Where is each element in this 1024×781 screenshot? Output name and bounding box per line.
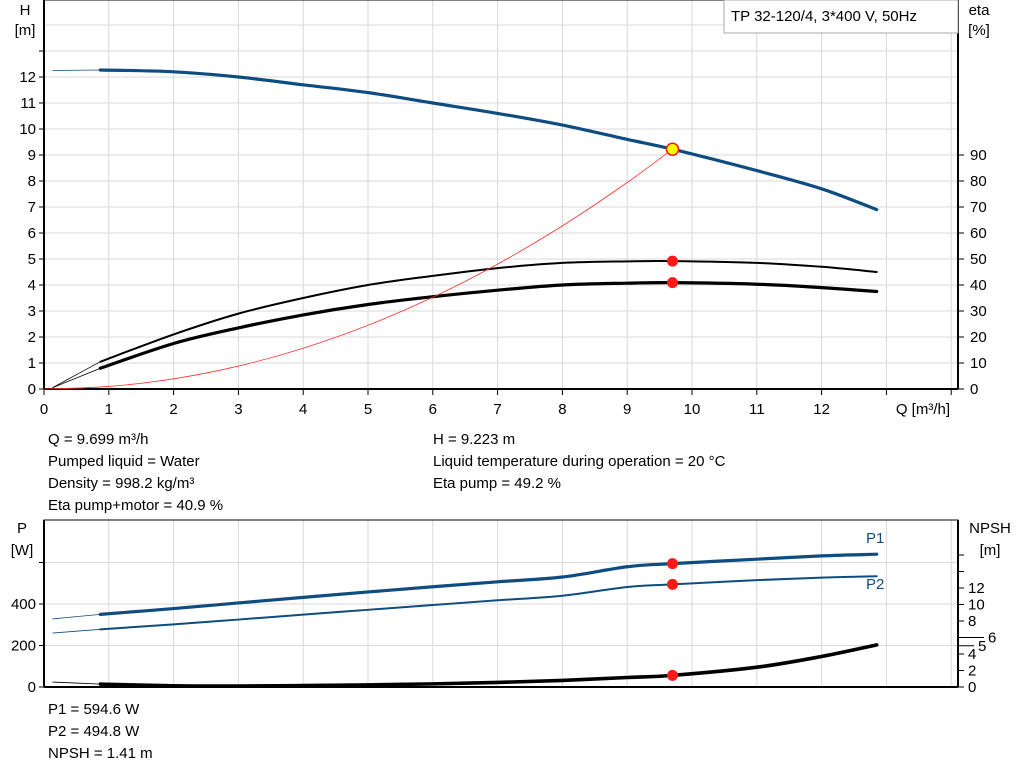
- npsh-duty-marker: [666, 669, 678, 681]
- eta-axis-label: eta: [969, 2, 991, 19]
- q-tick-label: 12: [813, 401, 830, 418]
- q-tick-label: 2: [169, 401, 177, 418]
- q-tick-label: 0: [40, 401, 48, 418]
- eta-tick-label: 70: [970, 199, 987, 216]
- top-plot-frame: [43, 0, 959, 390]
- npsh-axis-unit: [m]: [980, 542, 1001, 559]
- H-curve: [98, 68, 879, 212]
- h-tick-label: 3: [28, 303, 36, 320]
- eta-pump-motor-duty-marker: [666, 277, 678, 289]
- q-tick-label: 11: [749, 401, 765, 418]
- eta-tick-label: 50: [970, 251, 987, 268]
- q-tick-label: 6: [429, 401, 437, 418]
- p-tick-label: 400: [11, 596, 36, 613]
- liquid-readout: Pumped liquid = Water: [48, 453, 200, 470]
- p-tick-label: 200: [11, 638, 36, 655]
- h-axis-unit: [m]: [15, 22, 36, 39]
- npsh-extension-curve: [52, 681, 101, 685]
- npsh-readout: NPSH = 1.41 m: [48, 745, 153, 762]
- npsh-axis-label: NPSH: [969, 520, 1011, 537]
- p1-curve: [98, 552, 879, 616]
- eta-tick-label: 30: [970, 303, 987, 320]
- eta-tick-label: 20: [970, 329, 987, 346]
- h-tick-label: 5: [28, 251, 36, 268]
- eta-axis-unit: [%]: [968, 22, 990, 39]
- npsh-tick-label: 6: [988, 630, 996, 647]
- eta-tick-label: 90: [970, 147, 987, 164]
- duty-readout-right: H = 9.223 m Liquid temperature during op…: [433, 429, 725, 495]
- npsh-tick-label: 4: [968, 646, 976, 663]
- h-tick-label: 0: [28, 381, 36, 398]
- q-tick-label: 8: [558, 401, 566, 418]
- h-tick-label: 4: [28, 277, 36, 294]
- npsh-tick-label: 8: [968, 613, 976, 630]
- head-readout: H = 9.223 m: [433, 431, 516, 448]
- p-axis-unit: [W]: [11, 542, 34, 559]
- eta-pump-curve: [99, 259, 878, 363]
- h-axis-label: H: [20, 2, 31, 19]
- q-tick-label: 5: [364, 401, 372, 418]
- H-extension-curve: [52, 69, 101, 71]
- eta-pump-readout: Eta pump = 49.2 %: [433, 475, 561, 492]
- eta-tick-label: 0: [970, 381, 978, 398]
- eta-tick-label: 60: [970, 225, 987, 242]
- p2-extension-curve: [52, 628, 101, 634]
- eta_pump-extension-curve: [52, 361, 101, 389]
- h-tick-label: 2: [28, 329, 36, 346]
- eta-tick-label: 40: [970, 277, 987, 294]
- series-label-p2: P2: [866, 576, 884, 593]
- p1-duty-marker: [666, 558, 678, 570]
- h-tick-label: 9: [28, 147, 36, 164]
- temperature-readout: Liquid temperature during operation = 20…: [433, 453, 726, 470]
- h-tick-label: 6: [28, 225, 36, 242]
- q-tick-label: 10: [684, 401, 701, 418]
- eta-pump-motor-curve: [98, 281, 879, 370]
- eta-tick-label: 10: [970, 355, 987, 372]
- flow-readout: Q = 9.699 m³/h: [48, 431, 149, 448]
- q-tick-label: 4: [299, 401, 307, 418]
- legend-text: TP 32-120/4, 3*400 V, 50Hz: [731, 8, 917, 25]
- h-tick-label: 11: [20, 95, 36, 112]
- eta-pump-motor-readout: Eta pump+motor = 40.9 %: [48, 497, 224, 514]
- h-tick-label: 10: [19, 121, 36, 138]
- q-tick-label: 9: [623, 401, 631, 418]
- series-label-p1: P1: [866, 530, 884, 547]
- system-curve-curve: [43, 148, 673, 390]
- legend-box: [723, 0, 959, 34]
- npsh-tick-label: 10: [968, 597, 985, 614]
- q-tick-label: 1: [105, 401, 113, 418]
- q-tick-label: 3: [234, 401, 242, 418]
- duty-readout-left: Q = 9.699 m³/h Pumped liquid = Water Den…: [48, 429, 223, 517]
- density-readout: Density = 998.2 kg/m³: [48, 475, 195, 492]
- npsh-curve: [98, 643, 879, 688]
- power-readout: P1 = 594.6 W P2 = 494.8 W NPSH = 1.41 m: [48, 699, 153, 765]
- p-axis-label: P: [17, 520, 27, 537]
- p1-readout: P1 = 594.6 W: [48, 701, 140, 718]
- npsh-tick-label: 5: [978, 638, 986, 655]
- npsh-tick-label: 2: [968, 663, 976, 680]
- h-tick-label: 7: [28, 199, 36, 216]
- h-tick-label: 1: [28, 355, 36, 372]
- h-tick-label: 8: [28, 173, 36, 190]
- h-tick-label: 12: [19, 69, 36, 86]
- p2-curve: [99, 575, 878, 631]
- p1-extension-curve: [52, 613, 101, 620]
- npsh-tick-label: 0: [968, 679, 976, 696]
- duty-point-marker: [665, 142, 680, 156]
- npsh-tick-label: 12: [968, 580, 985, 597]
- q-tick-label: 7: [493, 401, 501, 418]
- p2-readout: P2 = 494.8 W: [48, 723, 140, 740]
- p2-duty-marker: [666, 578, 678, 590]
- eta-tick-label: 80: [970, 173, 987, 190]
- eta-pump-duty-marker: [666, 255, 678, 267]
- eta_pump_motor-extension-curve: [52, 367, 101, 389]
- q-axis-label: Q [m³/h]: [896, 401, 950, 418]
- p-tick-label: 0: [28, 679, 36, 696]
